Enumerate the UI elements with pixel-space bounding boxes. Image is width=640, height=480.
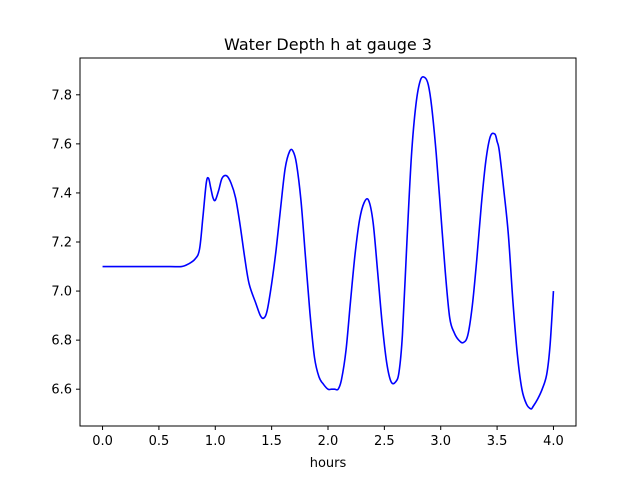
y-tick-label: 7.2 bbox=[51, 236, 72, 251]
y-tick-label: 7.8 bbox=[51, 88, 72, 103]
chart-title: Water Depth h at gauge 3 bbox=[224, 35, 432, 54]
y-tick-label: 6.8 bbox=[51, 334, 72, 349]
x-axis-ticks: 0.0 0.5 1.0 1.5 2.0 2.5 3.0 3.5 4.0 bbox=[92, 426, 564, 449]
y-tick-label: 7.0 bbox=[51, 285, 72, 300]
x-axis-label: hours bbox=[310, 456, 347, 471]
x-tick-label: 1.5 bbox=[261, 434, 282, 449]
x-tick-label: 3.0 bbox=[430, 434, 451, 449]
x-tick-label: 2.5 bbox=[374, 434, 395, 449]
x-tick-label: 1.0 bbox=[205, 434, 226, 449]
y-tick-label: 7.4 bbox=[51, 186, 72, 201]
x-tick-label: 4.0 bbox=[543, 434, 564, 449]
y-axis-ticks: 6.6 6.8 7.0 7.2 7.4 7.6 7.8 bbox=[51, 88, 80, 398]
x-tick-label: 0.5 bbox=[149, 434, 170, 449]
x-tick-label: 3.5 bbox=[487, 434, 508, 449]
x-tick-label: 0.0 bbox=[92, 434, 113, 449]
y-tick-label: 7.6 bbox=[51, 137, 72, 152]
x-tick-label: 2.0 bbox=[318, 434, 339, 449]
y-tick-label: 6.6 bbox=[51, 383, 72, 398]
series-line-0 bbox=[102, 76, 555, 410]
